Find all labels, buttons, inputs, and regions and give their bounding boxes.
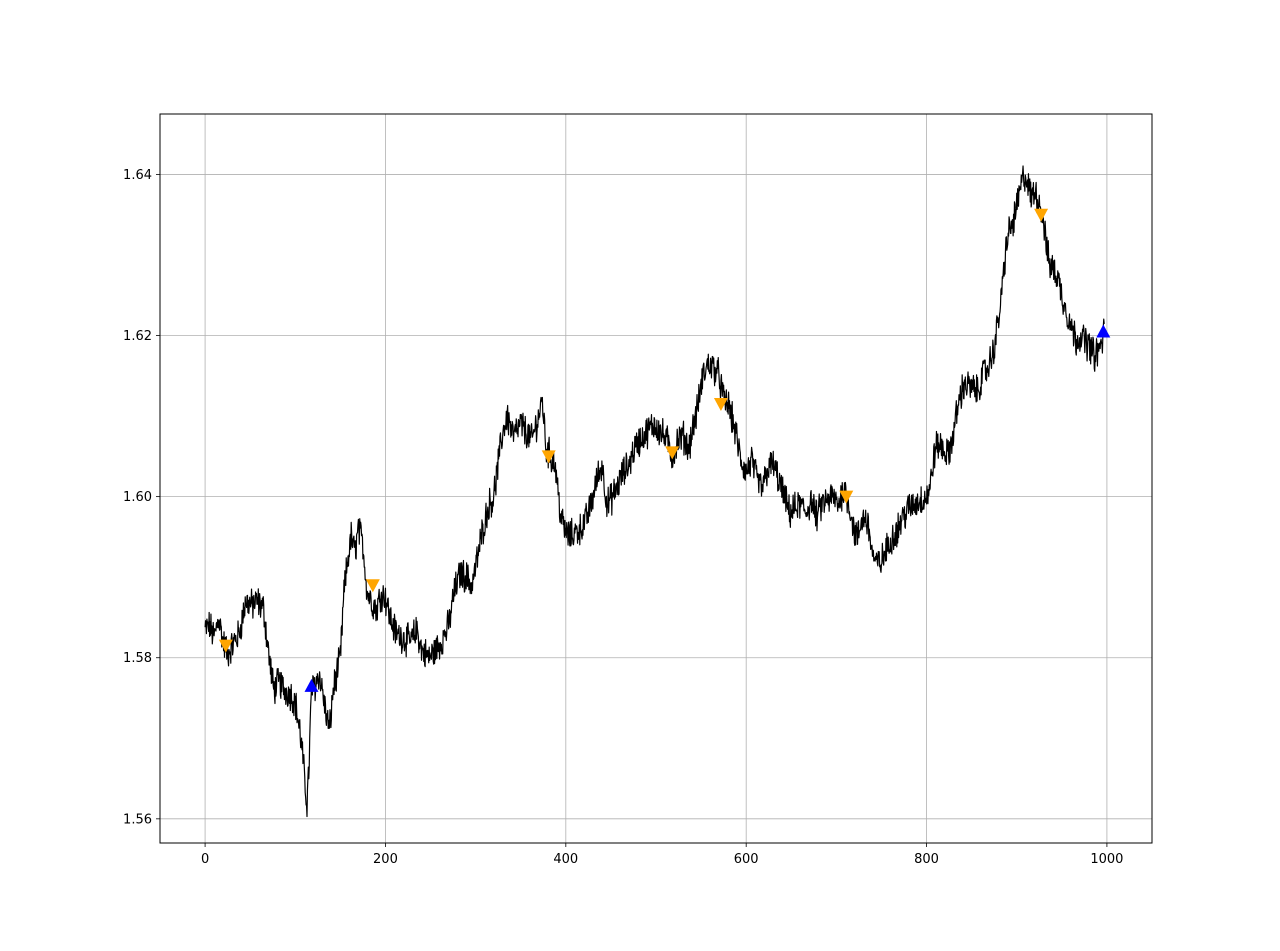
signal-markers (218, 208, 1111, 692)
x-tick-label: 400 (553, 852, 578, 867)
x-tick-label: 600 (734, 852, 759, 867)
y-tick-label: 1.62 (123, 329, 152, 344)
axis-ticks: 0 200 400 600 800 1000 1.56 1.58 1.60 1.62 1.64 (123, 168, 1123, 867)
buy-signal-marker (1096, 324, 1111, 338)
buy-signal-marker (304, 678, 319, 692)
x-tick-label: 0 (201, 852, 209, 867)
price-line (204, 165, 1105, 818)
x-tick-label: 200 (373, 852, 398, 867)
sell-signal-marker (218, 639, 233, 653)
sell-signal-marker (839, 490, 854, 504)
grid-lines (160, 114, 1152, 843)
sell-signal-marker (665, 446, 680, 460)
sell-signal-marker (713, 397, 728, 411)
y-tick-label: 1.58 (123, 651, 152, 666)
y-tick-label: 1.56 (123, 812, 152, 827)
y-tick-label: 1.64 (123, 168, 152, 183)
sell-signal-marker (1034, 208, 1049, 222)
y-tick-label: 1.60 (123, 490, 152, 505)
x-tick-label: 1000 (1090, 852, 1123, 867)
sell-signal-marker (365, 579, 380, 593)
x-tick-label: 800 (914, 852, 939, 867)
sell-signal-marker (541, 450, 556, 464)
plot-frame (159, 113, 1153, 844)
price-series (204, 165, 1105, 818)
